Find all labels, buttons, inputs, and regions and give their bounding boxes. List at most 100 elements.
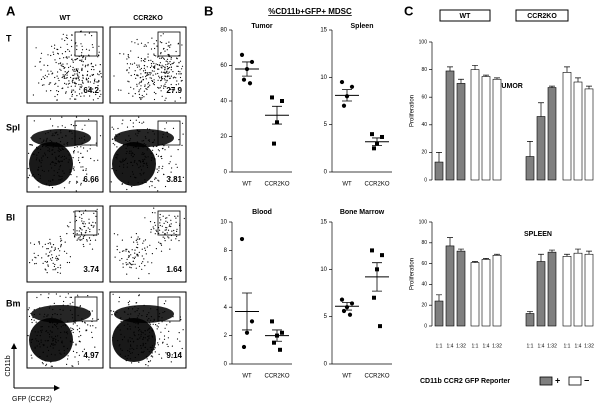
flow-event bbox=[97, 233, 100, 235]
flow-event bbox=[31, 321, 33, 324]
row-label: Bl bbox=[6, 212, 15, 222]
flow-event bbox=[70, 124, 72, 126]
flow-event bbox=[146, 164, 148, 166]
flow-event bbox=[33, 153, 35, 155]
flow-event bbox=[82, 236, 85, 238]
flow-event bbox=[65, 56, 67, 58]
flow-event bbox=[165, 352, 167, 354]
data-point bbox=[249, 319, 255, 324]
flow-event bbox=[58, 79, 60, 82]
flow-event bbox=[80, 146, 82, 148]
flow-event bbox=[117, 154, 119, 156]
flow-event bbox=[153, 91, 155, 93]
flow-event bbox=[83, 135, 85, 137]
flow-event bbox=[141, 315, 143, 317]
y-tick-label: 0 bbox=[224, 170, 228, 176]
flow-event bbox=[181, 79, 183, 82]
flow-event bbox=[91, 65, 93, 68]
flow-event bbox=[42, 145, 44, 147]
flow-event bbox=[32, 317, 34, 319]
y-tick-label: 100 bbox=[419, 219, 428, 225]
flow-event bbox=[129, 325, 131, 327]
flow-event bbox=[94, 346, 96, 348]
flow-event bbox=[121, 123, 123, 125]
flow-event bbox=[164, 237, 166, 239]
flow-event bbox=[127, 308, 130, 310]
flow-event bbox=[80, 86, 82, 89]
flow-event bbox=[91, 248, 94, 250]
flow-event bbox=[66, 74, 68, 76]
flow-event bbox=[126, 58, 128, 60]
flow-event bbox=[51, 167, 53, 169]
flow-event bbox=[57, 322, 59, 325]
flow-event bbox=[123, 324, 125, 326]
flow-event bbox=[135, 133, 137, 135]
flow-event bbox=[169, 248, 171, 250]
flow-event bbox=[171, 88, 174, 90]
flow-event bbox=[88, 86, 90, 88]
flow-event bbox=[146, 66, 148, 68]
flow-event bbox=[155, 324, 157, 326]
flow-event bbox=[91, 181, 93, 183]
flow-event bbox=[41, 141, 43, 143]
flow-event bbox=[175, 77, 177, 79]
flow-event bbox=[48, 148, 51, 150]
flow-event bbox=[162, 136, 164, 138]
flow-event bbox=[66, 333, 69, 335]
flow-event bbox=[92, 74, 94, 76]
flow-event bbox=[130, 344, 132, 346]
flow-event bbox=[157, 342, 159, 344]
flow-event bbox=[159, 313, 161, 315]
flow-event bbox=[150, 72, 152, 74]
flow-event bbox=[82, 61, 84, 63]
data-point bbox=[270, 319, 274, 324]
flow-event bbox=[147, 156, 149, 158]
flow-event bbox=[162, 231, 164, 233]
flow-event bbox=[137, 147, 140, 149]
flow-event bbox=[134, 252, 136, 254]
flow-event bbox=[57, 257, 59, 259]
flow-event bbox=[141, 94, 143, 97]
flow-event bbox=[46, 315, 48, 317]
flow-event bbox=[151, 65, 153, 67]
flow-event bbox=[119, 251, 121, 253]
flow-event bbox=[58, 168, 60, 170]
flow-event bbox=[87, 81, 89, 83]
flow-event bbox=[140, 345, 142, 347]
flow-event bbox=[83, 348, 85, 350]
flow-event bbox=[82, 57, 84, 59]
flow-event bbox=[80, 232, 82, 234]
x-tick-label: WT bbox=[242, 182, 252, 188]
flow-event bbox=[38, 243, 41, 245]
flow-event bbox=[159, 64, 161, 67]
flow-event bbox=[137, 236, 139, 238]
flow-event bbox=[133, 257, 135, 260]
flow-event bbox=[39, 356, 41, 358]
flow-event bbox=[59, 235, 61, 238]
flow-event bbox=[61, 160, 63, 162]
flow-event bbox=[157, 326, 159, 328]
flow-event bbox=[134, 160, 136, 162]
flow-event bbox=[97, 56, 99, 58]
flow-event bbox=[81, 229, 83, 231]
column-header: WT bbox=[60, 15, 72, 22]
flow-event bbox=[160, 71, 163, 73]
flow-event bbox=[36, 148, 38, 150]
flow-event bbox=[81, 92, 83, 94]
flow-event bbox=[145, 342, 147, 345]
flow-event bbox=[60, 326, 62, 328]
flow-event bbox=[154, 177, 156, 179]
y-tick-label: 0 bbox=[424, 177, 427, 183]
flow-event bbox=[81, 156, 83, 158]
flow-event bbox=[158, 75, 160, 77]
flow-event bbox=[78, 157, 80, 159]
flow-event bbox=[166, 232, 168, 234]
flow-event bbox=[72, 60, 74, 62]
flow-event bbox=[151, 181, 153, 183]
y-tick-label: 8 bbox=[224, 248, 228, 254]
flow-event bbox=[128, 262, 130, 264]
flow-event bbox=[145, 45, 147, 47]
flow-event bbox=[48, 326, 50, 328]
flow-event bbox=[140, 351, 142, 353]
